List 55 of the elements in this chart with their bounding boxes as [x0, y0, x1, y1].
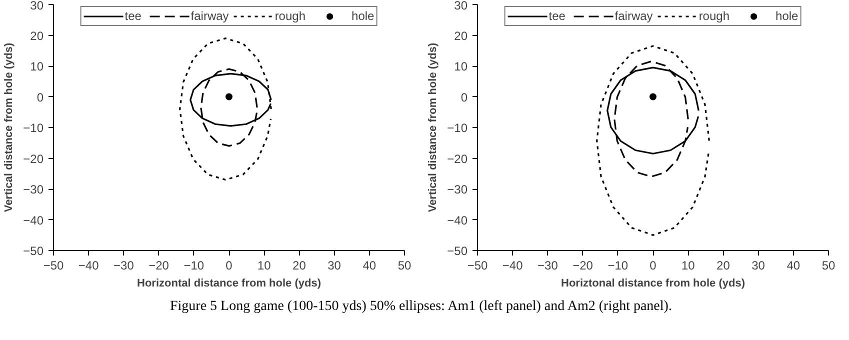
y-tick-label: −10 — [23, 121, 44, 135]
y-axis-title: Vertical distance from hole (yds) — [3, 42, 16, 212]
x-tick-label: 10 — [257, 258, 272, 272]
x-axis-title: Horiztonal distance from hole (yds) — [561, 278, 746, 290]
line-series — [596, 45, 710, 236]
x-tick-label: −50 — [43, 258, 64, 272]
x-tick-label: −50 — [467, 258, 488, 272]
x-tick-label: 0 — [650, 258, 657, 272]
y-tick-label: 10 — [454, 60, 468, 74]
x-tick-label: −40 — [78, 258, 100, 272]
y-tick-label: −50 — [447, 244, 468, 258]
y-tick-label: 0 — [460, 90, 468, 104]
x-tick-label: −40 — [502, 258, 524, 272]
y-tick-label: −30 — [447, 182, 468, 196]
x-tick-label: 0 — [226, 258, 233, 272]
y-tick-label: 10 — [30, 60, 44, 74]
y-tick-label: 20 — [30, 28, 44, 43]
x-tick-label: 50 — [398, 258, 412, 272]
x-tick-label: −20 — [572, 258, 594, 272]
y-tick-label: 30 — [454, 0, 468, 12]
y-tick-label: 20 — [454, 28, 468, 43]
x-tick-label: 30 — [328, 258, 342, 272]
legend-label: hole — [776, 9, 798, 23]
legend-label: rough — [274, 9, 306, 23]
y-tick-label: 30 — [30, 0, 44, 12]
x-tick-label: −10 — [608, 258, 628, 272]
legend-label: fairway — [190, 9, 229, 23]
y-tick-label: −50 — [23, 244, 44, 258]
legend-label: fairway — [614, 9, 653, 23]
legend-label: hole — [352, 9, 374, 23]
caption: Figure 5 Long game (100-150 yds) 50% ellipses: Am1 (left panel) and Am2 (right panel). — [170, 298, 672, 316]
legend-label: tee — [124, 9, 142, 23]
y-tick-label: −40 — [447, 213, 468, 228]
y-tick-label: −20 — [447, 152, 468, 166]
x-tick-label: 20 — [716, 258, 730, 272]
x-tick-label: 10 — [681, 258, 696, 272]
x-tick-label: 40 — [786, 258, 800, 272]
y-tick-label: −40 — [23, 213, 44, 228]
x-tick-label: 50 — [822, 258, 836, 272]
x-tick-label: −20 — [148, 258, 170, 272]
x-tick-label: 40 — [362, 258, 376, 272]
x-tick-label: −30 — [114, 258, 134, 272]
y-tick-label: −30 — [23, 182, 44, 196]
y-tick-label: −20 — [23, 152, 44, 166]
y-tick-label: −10 — [447, 121, 468, 135]
legend-label: tee — [548, 9, 566, 23]
x-axis-title: Horizontal distance from hole (yds) — [137, 278, 322, 290]
x-tick-label: 30 — [752, 258, 766, 272]
line-series — [179, 38, 272, 181]
x-tick-label: −30 — [538, 258, 558, 272]
y-tick-label: 0 — [36, 90, 44, 104]
y-axis-title: Vertical distance from hole (yds) — [427, 42, 440, 212]
x-tick-label: 20 — [292, 258, 306, 272]
legend-label: rough — [698, 9, 730, 23]
x-tick-label: −10 — [184, 258, 204, 272]
